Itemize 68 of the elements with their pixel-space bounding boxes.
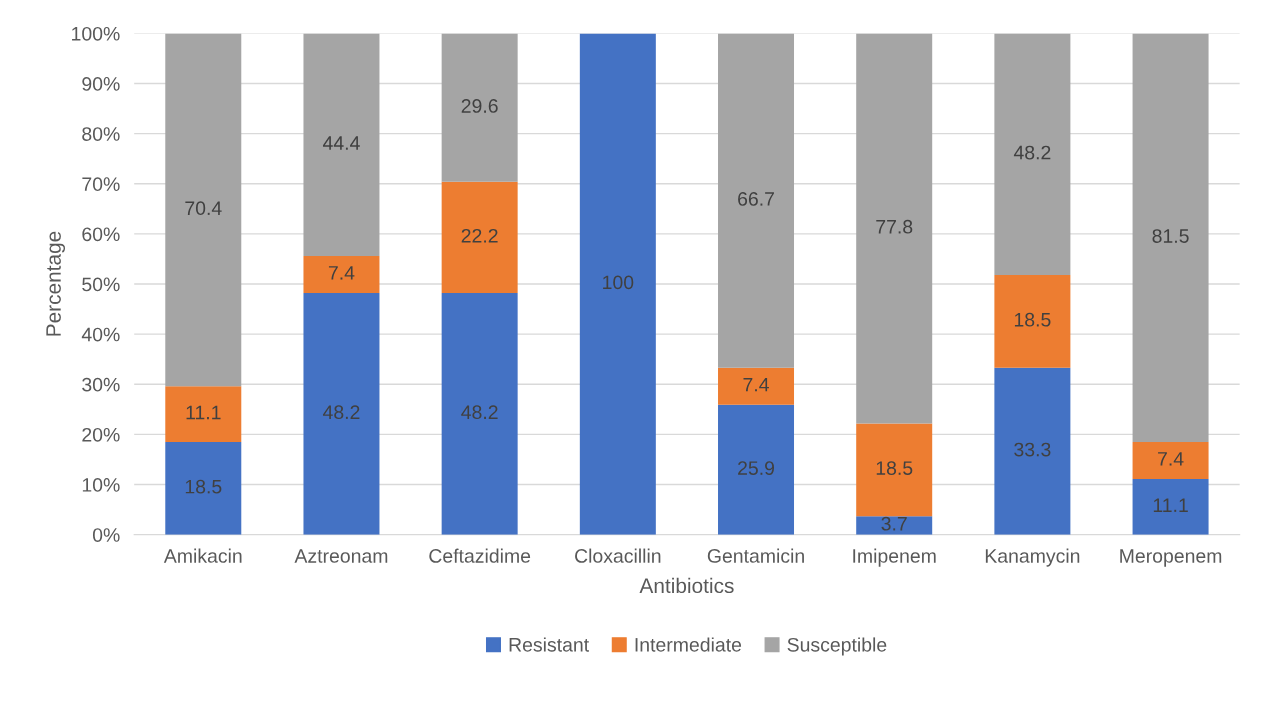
x-tick-label: Cloxacillin — [575, 548, 661, 563]
y-tick-label: 20% — [82, 427, 120, 442]
data-label: 44.4 — [322, 136, 360, 150]
bar — [856, 516, 933, 535]
data-label: 3.7 — [881, 516, 907, 531]
data-label: 22.2 — [461, 228, 498, 243]
data-label: 77.8 — [876, 219, 913, 234]
y-tick-label: 0% — [92, 528, 120, 542]
data-label: 48.2 — [1013, 145, 1051, 160]
data-label: 18.5 — [185, 479, 222, 494]
bar — [994, 275, 1071, 368]
data-label: 29.6 — [461, 99, 498, 113]
x-tick-label: Gentamicin — [707, 548, 804, 563]
data-label: 18.5 — [876, 461, 913, 475]
x-tick-label: Ceftazidime — [429, 548, 531, 563]
data-label: 25.9 — [738, 461, 775, 475]
bar — [718, 33, 795, 368]
data-label: 7.4 — [328, 266, 355, 280]
bar — [856, 33, 933, 424]
bar — [994, 367, 1071, 535]
bar — [718, 367, 795, 405]
x-tick-label: Kanamycin — [985, 548, 1080, 567]
legend-label: Resistant — [509, 637, 589, 652]
y-axis-title: Percentage — [46, 231, 66, 336]
data-label: 11.1 — [186, 405, 221, 420]
y-tick-label: 90% — [82, 77, 120, 91]
bar — [856, 423, 933, 517]
data-label: 18.5 — [1014, 312, 1051, 327]
bar — [441, 181, 518, 294]
x-axis-title: Antibiotics — [639, 577, 734, 594]
bar — [1132, 33, 1209, 442]
bar — [1132, 441, 1209, 480]
y-tick-label: 60% — [82, 227, 120, 242]
x-tick-label: Meropenem — [1120, 549, 1222, 567]
bar — [165, 33, 242, 387]
bar — [441, 293, 518, 535]
data-label: 66.7 — [738, 192, 774, 206]
y-tick-label: 80% — [82, 127, 120, 141]
bar — [303, 293, 380, 535]
y-tick-label: 30% — [82, 377, 120, 392]
data-label: 33.3 — [1014, 442, 1051, 457]
x-tick-label: Aztreonam — [294, 549, 388, 563]
bar — [441, 33, 518, 182]
y-tick-label: 50% — [82, 277, 120, 292]
bar — [579, 33, 656, 535]
bar — [165, 386, 242, 442]
data-label: 7.4 — [1158, 452, 1184, 466]
y-tick-label: 10% — [82, 478, 120, 492]
y-tick-label: 70% — [82, 177, 120, 192]
bar — [165, 441, 242, 535]
data-label: 11.1 — [1153, 498, 1188, 512]
data-label: 70.4 — [185, 201, 222, 216]
legend-label: Intermediate — [635, 637, 742, 652]
bar — [994, 33, 1071, 276]
legend-label: Susceptible — [787, 637, 887, 656]
bar — [303, 33, 380, 256]
data-label: 7.4 — [743, 377, 769, 392]
y-tick-label: 40% — [81, 327, 120, 342]
data-label: 81.5 — [1152, 229, 1189, 243]
data-label: 48.2 — [461, 405, 498, 420]
bar — [718, 404, 795, 535]
y-tick-label: 100% — [72, 26, 120, 41]
x-tick-label: Imipenem — [853, 548, 936, 567]
bar — [1132, 479, 1209, 535]
data-label: 100 — [603, 275, 634, 290]
data-label: 48.2 — [322, 405, 360, 420]
bar — [303, 255, 380, 294]
x-tick-label: Amikacin — [163, 548, 242, 563]
